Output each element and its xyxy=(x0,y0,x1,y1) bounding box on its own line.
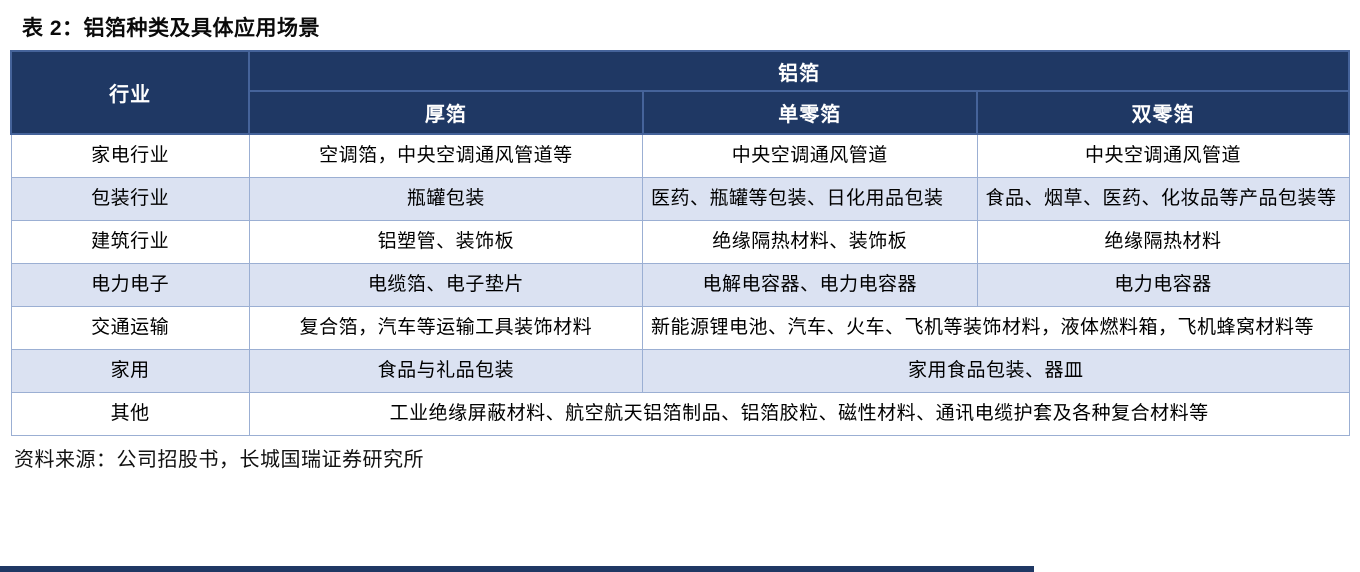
table-row: 电力电子 电缆箔、电子垫片 电解电容器、电力电容器 电力电容器 xyxy=(10,262,1350,307)
table-cell: 电缆箔、电子垫片 xyxy=(248,262,644,307)
table-row: 建筑行业 铝塑管、装饰板 绝缘隔热材料、装饰板 绝缘隔热材料 xyxy=(10,219,1350,264)
table-cell: 中央空调通风管道 xyxy=(976,133,1350,178)
industry-cell: 电力电子 xyxy=(10,262,250,307)
industry-cell: 家电行业 xyxy=(10,133,250,178)
industry-cell: 家用 xyxy=(10,348,250,393)
table-cell: 食品、烟草、医药、化妆品等产品包装等 xyxy=(976,176,1350,221)
table-cell: 绝缘隔热材料 xyxy=(976,219,1350,264)
table-cell: 复合箔，汽车等运输工具装饰材料 xyxy=(248,305,644,350)
industry-cell: 其他 xyxy=(10,391,250,436)
table-cell: 新能源锂电池、汽车、火车、飞机等装饰材料，液体燃料箱，飞机蜂窝材料等 xyxy=(642,305,1350,350)
bottom-rule xyxy=(0,566,1034,572)
table-row: 家电行业 空调箔，中央空调通风管道等 中央空调通风管道 中央空调通风管道 xyxy=(10,133,1350,178)
table-header: 行业 铝箔 厚箔 单零箔 双零箔 xyxy=(9,50,1350,135)
table-cell: 瓶罐包装 xyxy=(248,176,644,221)
table-row: 其他 工业绝缘屏蔽材料、航空航天铝箔制品、铝箔胶粒、磁性材料、通讯电缆护套及各种复… xyxy=(10,391,1350,436)
table-cell: 食品与礼品包装 xyxy=(248,348,644,393)
table-row: 交通运输 复合箔，汽车等运输工具装饰材料 新能源锂电池、汽车、火车、飞机等装饰材料，… xyxy=(10,305,1350,350)
table-cell: 电解电容器、电力电容器 xyxy=(642,262,978,307)
table-cell: 绝缘隔热材料、装饰板 xyxy=(642,219,978,264)
table-body: 家电行业 空调箔，中央空调通风管道等 中央空调通风管道 中央空调通风管道 包装行业 瓶罐包… xyxy=(10,133,1350,436)
industry-cell: 交通运输 xyxy=(10,305,250,350)
header-subcol: 单零箔 xyxy=(641,90,979,135)
table-cell: 铝塑管、装饰板 xyxy=(248,219,644,264)
table-cell: 医药、瓶罐等包装、日化用品包装 xyxy=(642,176,978,221)
table-row: 包装行业 瓶罐包装 医药、瓶罐等包装、日化用品包装 食品、烟草、医药、化妆品等产品包装… xyxy=(10,176,1350,221)
table-row: 家用 食品与礼品包装 家用食品包装、器皿 xyxy=(10,348,1350,393)
aluminum-foil-applications-table: 行业 铝箔 厚箔 单零箔 双零箔 家电行业 空调箔，中央空调通风管道等 中央空调通风管道… xyxy=(9,50,1350,436)
table-title: 表 2：铝箔种类及具体应用场景 xyxy=(22,17,321,40)
table-cell: 工业绝缘屏蔽材料、航空航天铝箔制品、铝箔胶粒、磁性材料、通讯电缆护套及各种复合材… xyxy=(248,391,1350,436)
source-note: 资料来源：公司招股书，长城国瑞证券研究所 xyxy=(14,448,424,471)
header-group-aluminum-foil: 铝箔 xyxy=(248,50,1350,92)
header-industry: 行业 xyxy=(9,50,251,135)
table-cell: 电力电容器 xyxy=(976,262,1350,307)
table-cell: 空调箔，中央空调通风管道等 xyxy=(248,133,644,178)
header-subcol: 厚箔 xyxy=(248,90,644,135)
header-subcol: 双零箔 xyxy=(976,90,1350,135)
industry-cell: 建筑行业 xyxy=(10,219,250,264)
industry-cell: 包装行业 xyxy=(10,176,250,221)
table-cell: 家用食品包装、器皿 xyxy=(642,348,1350,393)
table-cell: 中央空调通风管道 xyxy=(642,133,978,178)
